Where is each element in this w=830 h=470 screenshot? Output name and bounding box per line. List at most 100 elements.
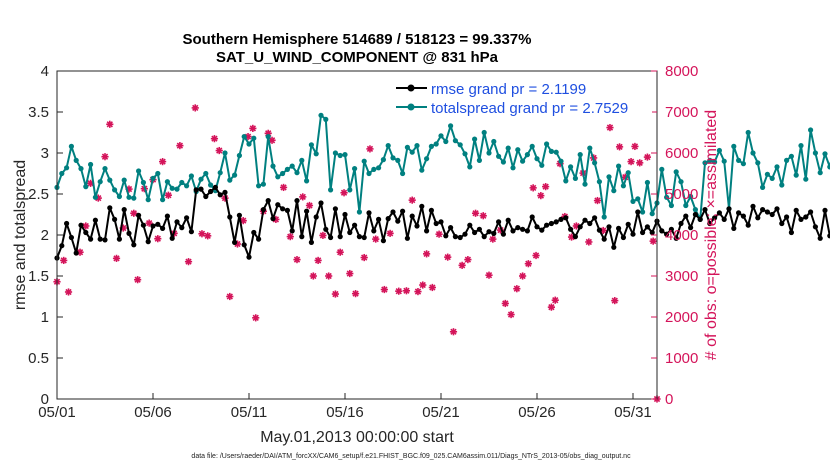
obs-point-stroke xyxy=(381,286,388,293)
spread-point xyxy=(592,160,598,166)
rmse-point xyxy=(640,229,646,236)
obs-point xyxy=(176,142,184,150)
rmse-point xyxy=(376,216,382,222)
spread-point xyxy=(155,170,161,177)
rmse-point xyxy=(736,210,742,216)
y-tick-label: 3 xyxy=(41,145,49,162)
obs-point xyxy=(547,303,555,311)
obs-point xyxy=(414,287,422,296)
spread-point xyxy=(539,162,545,168)
obs-point-stroke xyxy=(636,159,643,166)
rmse-point xyxy=(510,228,516,234)
obs-point-stroke xyxy=(513,285,520,292)
spread-point xyxy=(126,194,132,200)
obs-point xyxy=(134,276,142,284)
obs-point-stroke xyxy=(631,143,639,150)
obs-point xyxy=(627,158,635,166)
rmse-point xyxy=(716,210,723,216)
obs-point xyxy=(408,196,416,204)
spread-point xyxy=(352,166,358,172)
rmse-point xyxy=(630,231,636,237)
spread-point xyxy=(97,179,103,185)
spread-point xyxy=(150,175,156,181)
rmse-point xyxy=(798,216,804,222)
rmse-point xyxy=(568,226,574,232)
rmse-point xyxy=(126,230,132,236)
obs-point-stroke xyxy=(60,257,67,264)
spread-point xyxy=(558,158,564,164)
spread-point xyxy=(83,184,89,190)
rmse-point xyxy=(515,225,521,231)
spread-point xyxy=(788,153,795,159)
rmse-point xyxy=(472,229,478,236)
rmse-point xyxy=(692,211,699,218)
rmse-series-group xyxy=(54,184,830,261)
obs-point-stroke xyxy=(627,158,635,165)
chart-title-line2: SAT_U_WIND_COMPONENT @ 831 hPa xyxy=(216,49,499,66)
y2-tick-label: 3000 xyxy=(665,268,698,285)
spread-point xyxy=(688,193,694,200)
spread-point xyxy=(798,143,804,149)
y2-tick-label: 6000 xyxy=(665,145,698,162)
legend-label-rmse: rmse grand pr = 2.1199 xyxy=(431,81,586,98)
spread-point xyxy=(284,166,290,172)
obs-point-stroke xyxy=(154,235,161,242)
obs-point xyxy=(489,235,497,243)
obs-point-stroke xyxy=(472,210,479,217)
obs-point xyxy=(380,285,388,294)
spread-point xyxy=(371,166,377,172)
obs-point xyxy=(615,143,624,151)
spread-point xyxy=(745,129,751,136)
obs-point-stroke xyxy=(502,300,509,307)
y-axis-label: rmse and totalspread xyxy=(12,160,29,310)
obs-point xyxy=(314,256,322,265)
obs-point xyxy=(112,254,121,262)
rmse-point xyxy=(332,206,338,212)
obs-point xyxy=(244,133,252,141)
spread-point xyxy=(184,183,190,189)
rmse-point xyxy=(188,229,194,235)
obs-point-stroke xyxy=(165,192,172,199)
spread-point xyxy=(160,197,166,203)
obs-point-stroke xyxy=(409,196,416,204)
rmse-point xyxy=(414,223,420,229)
rmse-point xyxy=(553,219,559,225)
y-tick-label: 2.5 xyxy=(28,186,49,203)
legend-marker-rmse xyxy=(407,84,415,92)
obs-point-stroke xyxy=(346,270,353,277)
obs-point xyxy=(501,299,509,308)
data-file-footnote: data file: /Users/raeder/DAI/ATM_forcXX/… xyxy=(191,453,631,460)
obs-point-stroke xyxy=(106,121,113,128)
spread-point xyxy=(136,168,142,174)
spread-point xyxy=(332,150,338,156)
rmse-point xyxy=(702,207,708,213)
spread-point xyxy=(380,157,386,163)
x-axis-label: May.01,2013 00:00:00 start xyxy=(260,429,454,446)
obs-point-stroke xyxy=(573,222,580,230)
spread-point xyxy=(342,152,348,158)
rmse-point xyxy=(683,213,689,219)
spread-point xyxy=(164,179,170,185)
spread-point xyxy=(222,150,228,156)
rmse-point xyxy=(673,235,679,241)
spread-point xyxy=(731,143,737,149)
spread-point xyxy=(337,152,343,159)
spread-point xyxy=(251,135,257,141)
rmse-point xyxy=(419,203,425,209)
spread-point xyxy=(620,183,627,189)
obs-point-stroke xyxy=(314,257,322,264)
spread-point xyxy=(424,156,430,162)
spread-point xyxy=(740,161,747,167)
obs-point xyxy=(106,120,114,128)
spread-point xyxy=(625,170,631,176)
spread-point xyxy=(812,150,819,156)
spread-point xyxy=(587,145,593,151)
rmse-point xyxy=(208,188,214,195)
obs-point xyxy=(191,104,199,112)
rmse-point xyxy=(328,234,334,241)
obs-point-stroke xyxy=(332,290,339,298)
rmse-point xyxy=(534,224,540,230)
rmse-point xyxy=(299,234,305,240)
obs-point xyxy=(210,135,219,143)
rmse-point xyxy=(808,209,814,215)
